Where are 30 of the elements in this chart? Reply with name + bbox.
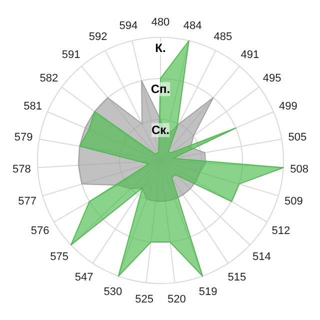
spoke-label: 576 <box>30 225 50 238</box>
spoke-label: 480 <box>151 16 170 28</box>
spoke-label: 499 <box>279 100 298 112</box>
y-tick-label: К. <box>155 41 166 56</box>
spoke-label: 520 <box>167 294 186 306</box>
spoke-label: 577 <box>18 195 36 208</box>
spoke-label: 530 <box>104 286 122 298</box>
spoke-label: 491 <box>240 48 260 61</box>
spoke-label: 575 <box>50 250 69 263</box>
spoke-label: 594 <box>119 20 138 32</box>
spoke-label: 581 <box>24 100 42 112</box>
spoke-label: 591 <box>62 48 80 61</box>
spoke-label: 547 <box>74 272 94 284</box>
spoke-label: 525 <box>135 294 154 306</box>
spoke-label: 578 <box>12 164 31 176</box>
spoke-label: 484 <box>183 20 202 32</box>
spoke-label: 508 <box>290 164 309 176</box>
spoke-label: 509 <box>284 195 303 208</box>
y-tick-label: Сп. <box>150 82 170 96</box>
spoke-label: 592 <box>88 31 108 44</box>
spoke-label: 505 <box>288 131 307 144</box>
spoke-label: 514 <box>252 250 271 263</box>
spoke-label: 495 <box>262 72 282 84</box>
spoke-label: 582 <box>40 72 58 84</box>
y-tick-label: Ск. <box>151 123 170 138</box>
spoke-label: 485 <box>214 31 232 44</box>
spoke-label: 579 <box>14 131 33 144</box>
spoke-label: 519 <box>198 286 218 298</box>
spoke-label: 512 <box>272 225 290 238</box>
spoke-label: 515 <box>228 272 246 284</box>
